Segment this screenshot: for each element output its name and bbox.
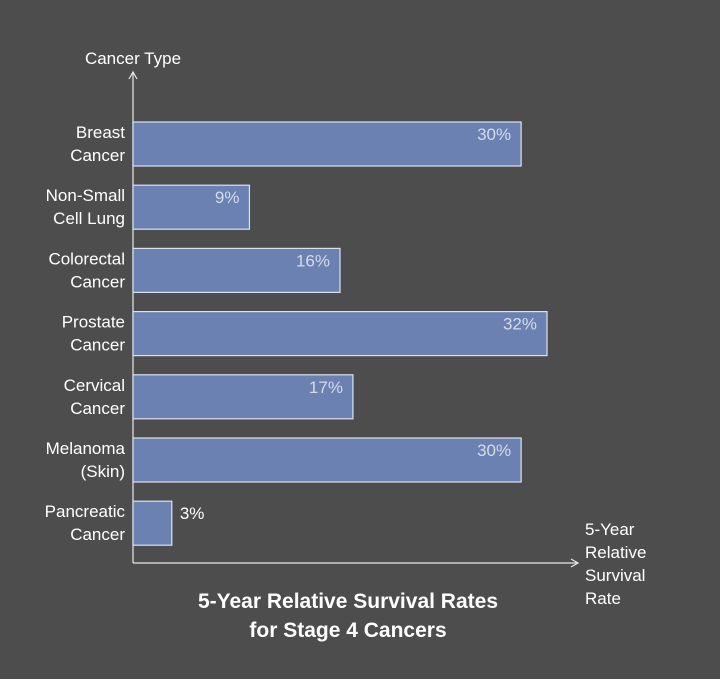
bar xyxy=(132,374,354,420)
data-label: 17% xyxy=(309,378,343,397)
category-label-line: Colorectal xyxy=(48,249,125,268)
bar xyxy=(132,247,341,293)
category-label-line: Cancer xyxy=(70,525,125,544)
x-axis-title-line: Rate xyxy=(585,589,621,608)
category-label: Non-Small Cell Lung xyxy=(46,186,125,228)
x-axis-title-text: 5-Year Relative Survival Rate xyxy=(585,520,646,608)
category-label: Prostate Cancer xyxy=(62,313,126,355)
category-label: Pancreatic Cancer xyxy=(45,502,126,544)
bar xyxy=(132,437,522,483)
y-axis-title: Cancer Type xyxy=(85,49,181,68)
data-label: 30% xyxy=(477,441,511,460)
category-label-line: Cancer xyxy=(70,272,125,291)
bar xyxy=(132,184,251,230)
category-label-line: Cancer xyxy=(70,336,125,355)
chart-title: 5-Year Relative Survival Rates for Stage … xyxy=(198,590,498,642)
category-label: Breast Cancer xyxy=(70,123,125,165)
category-label-line: (Skin) xyxy=(81,462,125,481)
chart-labels: Breast Cancer 30% Non-Small Cell Lung 9% Color… xyxy=(45,123,537,544)
x-axis-title-line: Relative xyxy=(585,543,646,562)
category-label: Cervical Cancer xyxy=(64,376,126,418)
chart-bars xyxy=(132,121,548,546)
y-axis-arrow xyxy=(128,70,138,80)
data-label: 30% xyxy=(477,125,511,144)
bar xyxy=(132,121,522,167)
data-label: 16% xyxy=(296,251,330,270)
data-label: 9% xyxy=(215,188,240,207)
category-label: Colorectal Cancer xyxy=(48,249,125,291)
category-label-line: Cervical xyxy=(64,376,125,395)
category-label-line: Melanoma xyxy=(46,439,126,458)
x-axis-title-line: Survival xyxy=(585,566,645,585)
chart-title-text: 5-Year Relative Survival Rates for Stage … xyxy=(198,590,498,642)
category-label-line: Breast xyxy=(76,123,125,142)
x-axis-title-line: 5-Year xyxy=(585,520,635,539)
category-label-line: Non-Small xyxy=(46,186,125,205)
category-label-line: Pancreatic xyxy=(45,502,126,521)
bar xyxy=(132,500,173,546)
category-label-line: Cell Lung xyxy=(53,209,125,228)
category-label-line: Cancer xyxy=(70,399,125,418)
data-label: 32% xyxy=(503,315,537,334)
category-label: Melanoma (Skin) xyxy=(46,439,126,481)
x-axis-title: 5-Year Relative Survival Rate xyxy=(585,520,646,608)
category-label-line: Prostate xyxy=(62,313,125,332)
category-label-line: Cancer xyxy=(70,146,125,165)
x-axis-arrow xyxy=(570,558,580,568)
bar xyxy=(132,311,548,357)
chart-title-line: 5-Year Relative Survival Rates xyxy=(198,590,498,613)
chart-title-line: for Stage 4 Cancers xyxy=(249,619,446,642)
data-label: 3% xyxy=(180,504,205,523)
